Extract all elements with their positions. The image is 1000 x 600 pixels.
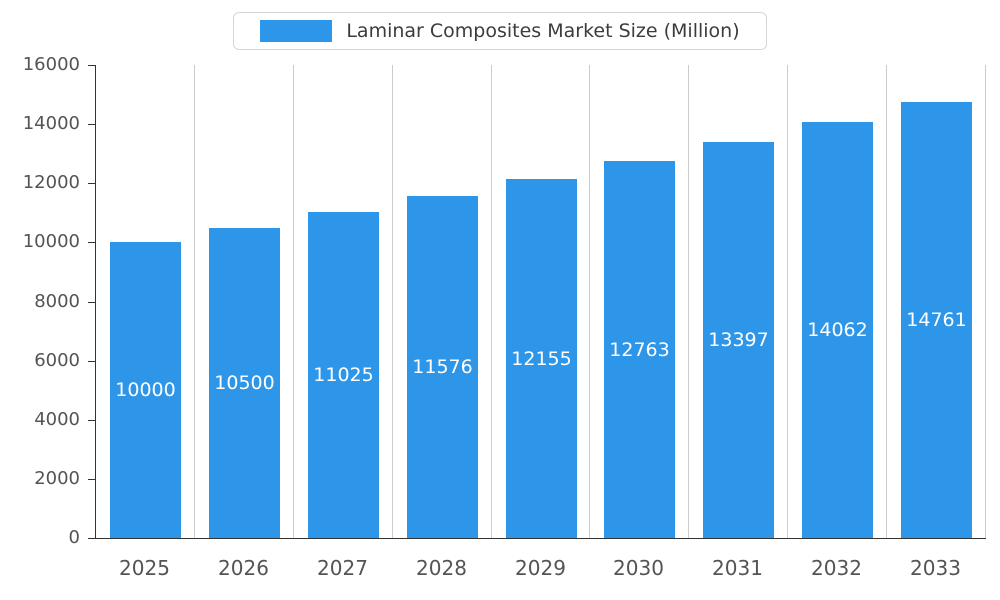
vertical-gridline — [688, 65, 689, 538]
y-axis-tick-label: 2000 — [34, 468, 80, 489]
bar-2033[interactable]: 14761 — [901, 102, 972, 538]
y-axis-tick-label: 14000 — [22, 113, 80, 134]
bar-2028[interactable]: 11576 — [407, 196, 478, 538]
bar-value-label: 13397 — [708, 329, 769, 351]
y-axis-tick-label: 4000 — [34, 409, 80, 430]
bar-value-label: 10500 — [214, 372, 275, 394]
bar-value-label: 14062 — [807, 319, 868, 341]
y-axis-tick-mark — [88, 420, 95, 421]
y-axis-tick-mark — [88, 479, 95, 480]
vertical-gridline — [392, 65, 393, 538]
x-axis-tick-label: 2027 — [317, 556, 368, 580]
x-axis-tick-label: 2031 — [712, 556, 763, 580]
x-axis-tick-label: 2032 — [811, 556, 862, 580]
x-axis-tick-label: 2025 — [119, 556, 170, 580]
y-axis-tick-mark — [88, 183, 95, 184]
y-axis-tick-label: 6000 — [34, 350, 80, 371]
x-axis-tick-label: 2033 — [910, 556, 961, 580]
y-axis-tick-mark — [88, 65, 95, 66]
y-axis-tick-label: 12000 — [22, 172, 80, 193]
vertical-gridline — [589, 65, 590, 538]
x-axis-tick-label: 2028 — [416, 556, 467, 580]
plot-area: 10000 10500 11025 11576 12155 12763 13397 14062… — [95, 65, 986, 539]
bar-2030[interactable]: 12763 — [604, 161, 675, 538]
x-axis-tick-label: 2030 — [613, 556, 664, 580]
bar-2026[interactable]: 10500 — [209, 228, 280, 538]
bar-2029[interactable]: 12155 — [506, 179, 577, 538]
bar-value-label: 12763 — [609, 338, 670, 361]
bar-value-label: 10000 — [115, 379, 176, 401]
vertical-gridline — [985, 65, 986, 538]
y-axis-tick-mark — [88, 302, 95, 303]
bar-value-label: 11025 — [313, 364, 374, 386]
y-axis-tick-label: 16000 — [22, 54, 80, 75]
chart-legend[interactable]: Laminar Composites Market Size (Million) — [233, 12, 767, 50]
x-axis-tick-label: 2029 — [515, 556, 566, 580]
vertical-gridline — [886, 65, 887, 538]
x-axis-tick-label: 2026 — [218, 556, 269, 580]
bar-value-label: 11576 — [412, 356, 473, 378]
vertical-gridline — [491, 65, 492, 538]
bar-2032[interactable]: 14062 — [802, 122, 873, 538]
y-axis-tick-mark — [88, 124, 95, 125]
vertical-gridline — [194, 65, 195, 538]
y-axis-tick-mark — [88, 361, 95, 362]
y-axis-tick-label: 8000 — [34, 291, 80, 312]
y-axis-tick-mark — [88, 538, 95, 539]
y-axis-tick-label: 10000 — [22, 231, 80, 252]
bar-2027[interactable]: 11025 — [308, 212, 379, 538]
bar-value-label: 14761 — [906, 309, 967, 331]
legend-container: Laminar Composites Market Size (Million) — [0, 12, 1000, 50]
bar-2031[interactable]: 13397 — [703, 142, 774, 538]
bar-2025[interactable]: 10000 — [110, 242, 181, 538]
legend-swatch-icon — [260, 20, 333, 42]
vertical-gridline — [787, 65, 788, 538]
y-axis-tick-mark — [88, 242, 95, 243]
legend-label: Laminar Composites Market Size (Million) — [346, 20, 740, 42]
bar-value-label: 12155 — [511, 347, 572, 370]
vertical-gridline — [293, 65, 294, 538]
y-axis-tick-label: 0 — [68, 527, 80, 548]
